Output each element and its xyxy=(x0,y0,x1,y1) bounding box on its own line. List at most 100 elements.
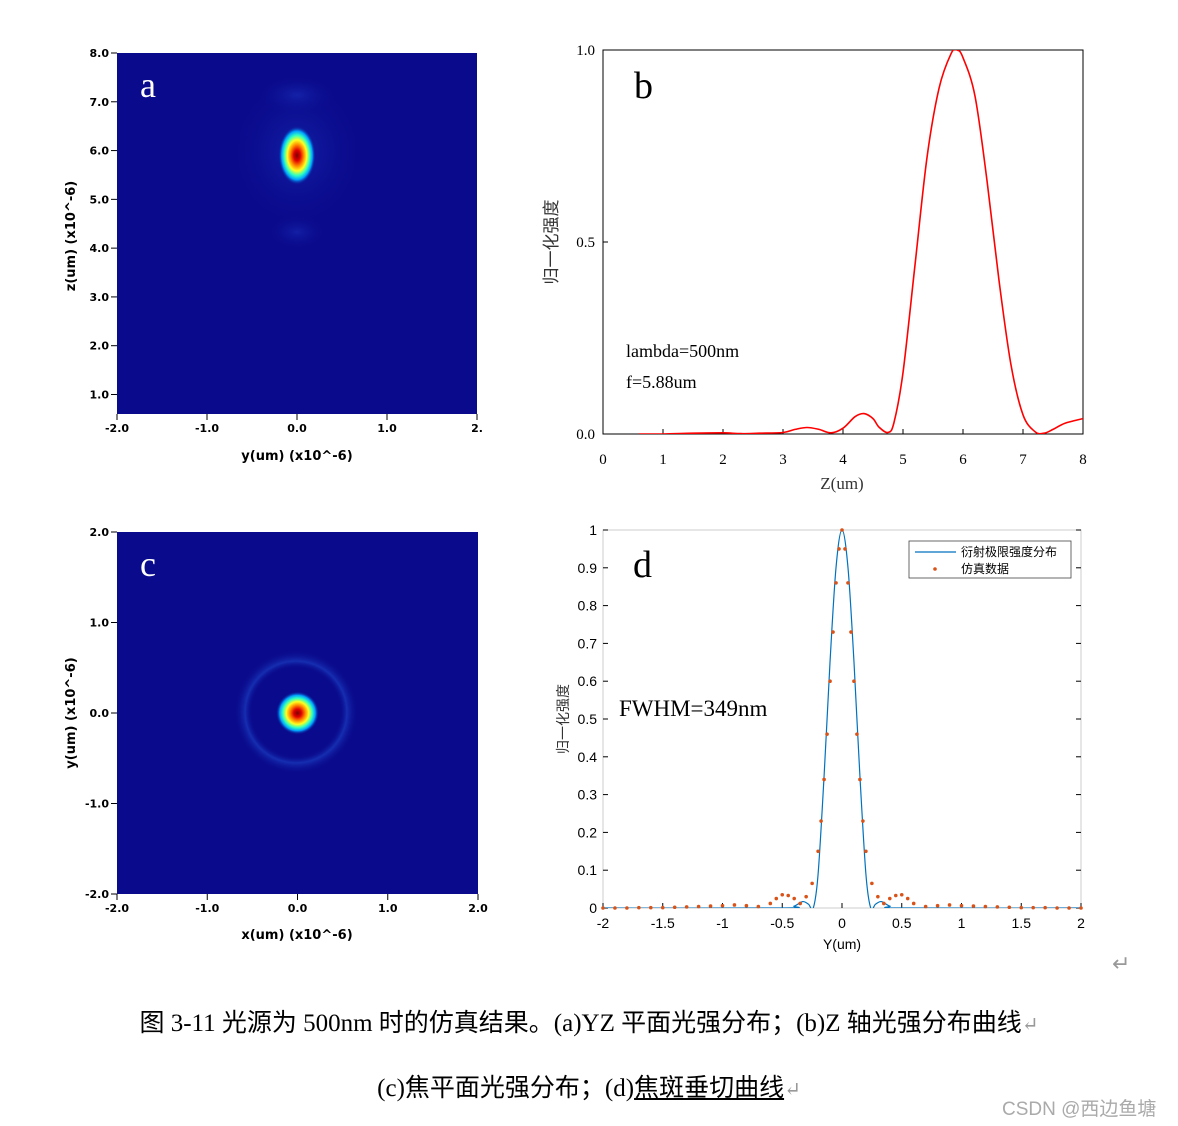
x-ticks-d: -2 -1.5 -1 -0.5 0 0.5 1 1.5 2 xyxy=(597,903,1085,931)
data-point-simulation xyxy=(911,901,916,906)
data-point-simulation xyxy=(831,630,835,634)
legend-entry-diffraction-limit: 衍射极限强度分布 xyxy=(961,544,1057,559)
data-point-simulation xyxy=(744,903,749,908)
y-tick-label: 0.1 xyxy=(578,862,598,878)
data-point-simulation xyxy=(660,905,665,910)
data-point-simulation xyxy=(858,777,862,782)
x-tick-label: 1 xyxy=(958,915,966,931)
x-axis-label-c: x(um) (x10^-6) xyxy=(241,928,352,943)
y-axis-label-b: 归一化强度 xyxy=(542,200,562,285)
y-tick-label: 0.5 xyxy=(578,711,598,727)
data-point-simulation xyxy=(708,904,713,908)
x-tick-label: 8 xyxy=(1079,452,1087,468)
data-point-simulation xyxy=(780,892,785,897)
y-tick-label: 0 xyxy=(589,900,597,916)
x-tick-label: -1 xyxy=(716,915,729,931)
figure-caption-line1: 图 3-11 光源为 500nm 时的仿真结果。(a)YZ 平面光强分布；(b)… xyxy=(0,1003,1178,1039)
data-point-simulation xyxy=(819,819,823,823)
x-axis-label-a: y(um) (x10^-6) xyxy=(241,449,352,464)
data-point-simulation xyxy=(816,849,820,854)
x-tick-label: -1.5 xyxy=(651,915,675,931)
x-tick-label: -2.0 xyxy=(105,422,129,435)
panel-label-a: a xyxy=(140,65,156,105)
data-point-simulation xyxy=(852,679,856,683)
panel-a-yz-heatmap: a -2.0 -1.0 0.0 1.0 2. 8.0 7.0 6.0 5.0 4.0 3.0 2.0… xyxy=(64,47,483,464)
data-point-simulation xyxy=(1079,906,1083,910)
caption-line1-text: 图 3-11 光源为 500nm 时的仿真结果。(a)YZ 平面光强分布；(b)… xyxy=(139,1010,1022,1037)
data-point-simulation xyxy=(870,881,874,886)
line-series-diffraction-limit xyxy=(603,530,1081,908)
data-point-simulation xyxy=(855,732,859,736)
data-point-simulation xyxy=(774,896,779,901)
data-point-simulation xyxy=(1055,906,1059,910)
data-point-simulation xyxy=(846,581,850,585)
y-tick-label: 0.4 xyxy=(578,749,598,765)
data-point-simulation xyxy=(1043,905,1047,910)
data-point-simulation xyxy=(888,896,892,901)
data-point-simulation xyxy=(971,904,976,908)
y-ticks-c: 2.0 1.0 0.0 -1.0 -2.0 xyxy=(85,526,117,901)
y-axis-label-d: 归一化强度 xyxy=(555,684,572,754)
x-tick-label: 7 xyxy=(1019,452,1027,468)
panel-b-z-axis-curve: 0 1 2 3 4 5 6 7 8 0.0 0.5 1.0 b lambda=500nm f=5.8… xyxy=(542,43,1087,493)
data-point-simulation xyxy=(637,905,641,910)
plot-frame-d xyxy=(602,529,1082,909)
y-tick-label: 8.0 xyxy=(90,47,110,60)
panel-c-focal-plane-heatmap: c -2.0 -1.0 0.0 1.0 2.0 2.0 1.0 0.0 -1.0 -2.0 x(… xyxy=(64,526,488,943)
data-point-simulation xyxy=(720,903,725,908)
legend-d: 衍射极限强度分布 仿真数据 xyxy=(908,540,1072,579)
x-tick-label: 1 xyxy=(659,452,667,468)
heatmap-c-focal-spot xyxy=(275,691,320,735)
x-tick-label: 0.0 xyxy=(287,422,307,435)
data-point-simulation xyxy=(843,547,847,551)
panel-d-vertical-cut: -2 -1.5 -1 -0.5 0 0.5 1 1.5 2 0 0.1 0.2 0.3 0.4 0.5 0.… xyxy=(555,522,1085,952)
y-tick-label: 1.0 xyxy=(90,617,110,630)
x-ticks-a: -2.0 -1.0 0.0 1.0 2. xyxy=(105,414,483,435)
x-tick-label: -1.0 xyxy=(195,902,219,915)
x-tick-label: 0 xyxy=(599,452,607,468)
annotation-focal-length: f=5.88um xyxy=(626,372,697,392)
data-point-simulation xyxy=(786,893,791,898)
y-ticks-a: 8.0 7.0 6.0 5.0 4.0 3.0 2.0 1.0 xyxy=(90,47,117,401)
x-tick-label: -2.0 xyxy=(105,902,129,915)
x-tick-label: -1.0 xyxy=(195,422,219,435)
x-ticks-b: 0 1 2 3 4 5 6 7 8 xyxy=(599,429,1087,468)
x-tick-label: 1.0 xyxy=(378,902,398,915)
legend-entry-simulation: 仿真数据 xyxy=(961,561,1009,576)
plot-frame-b xyxy=(602,49,1084,435)
y-tick-label: 1 xyxy=(589,522,597,538)
y-tick-label: 6.0 xyxy=(90,145,110,158)
x-tick-label: 2. xyxy=(471,422,483,435)
data-point-simulation xyxy=(756,904,761,909)
y-tick-label: 1.0 xyxy=(576,43,595,59)
y-tick-label: 0.6 xyxy=(578,673,598,689)
y-tick-label: 0.8 xyxy=(578,598,598,614)
y-tick-label: 5.0 xyxy=(90,193,110,206)
annotation-fwhm: FWHM=349nm xyxy=(619,696,768,721)
x-tick-label: -0.5 xyxy=(770,915,794,931)
x-tick-label: 2.0 xyxy=(468,902,488,915)
scatter-series-simulation xyxy=(601,528,1083,910)
y-tick-label: 0.0 xyxy=(90,707,110,720)
data-point-simulation xyxy=(601,906,605,910)
data-point-simulation xyxy=(684,905,689,909)
figure-canvas: a -2.0 -1.0 0.0 1.0 2. 8.0 7.0 6.0 5.0 4.0 3.0 2.0… xyxy=(64,43,1087,952)
x-axis-label-b: Z(um) xyxy=(820,474,863,493)
data-point-simulation xyxy=(864,849,868,854)
y-axis-label-a: z(um) (x10^-6) xyxy=(64,181,79,291)
data-point-simulation xyxy=(947,903,952,907)
x-tick-label: 3 xyxy=(779,452,787,468)
return-mark: ↵ xyxy=(1021,1014,1039,1036)
data-point-simulation xyxy=(893,893,898,898)
data-point-simulation xyxy=(804,894,808,899)
y-tick-label: 0.9 xyxy=(578,560,598,576)
x-tick-label: -2 xyxy=(597,915,610,931)
watermark: CSDN @西边鱼塘 xyxy=(1002,1099,1157,1120)
y-ticks-b: 0.0 0.5 1.0 xyxy=(576,43,608,443)
y-tick-label: 0.3 xyxy=(578,787,598,803)
data-point-simulation xyxy=(792,896,796,901)
data-point-simulation xyxy=(923,904,928,909)
y-tick-label: 3.0 xyxy=(90,291,110,304)
y-tick-label: -2.0 xyxy=(85,888,109,901)
